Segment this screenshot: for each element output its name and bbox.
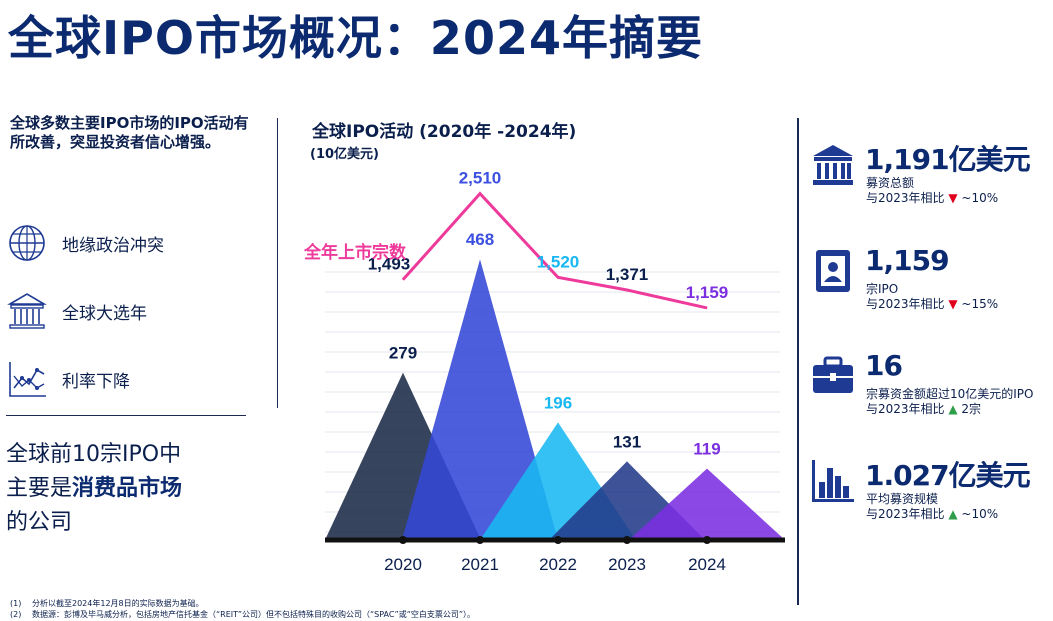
up-arrow-icon: ▲ (948, 402, 958, 416)
x-tick-label-2020: 2020 (384, 555, 422, 574)
kpi-change-prefix: 与2023年相比 (866, 191, 949, 205)
deal-count-point-2022 (557, 276, 559, 278)
bank-icon (813, 145, 853, 185)
factor-elections: 全球大选年 (6, 290, 147, 332)
deal-count-label-2022: 1,520 (537, 252, 580, 271)
bar-chart-icon (812, 460, 854, 502)
x-tick-label-2024: 2024 (688, 555, 726, 574)
x-axis-dot (554, 536, 562, 544)
bottom-line-1: 全球前10宗IPO中 (6, 442, 182, 467)
kpi-large-ipos: 16 宗募资金额超过10亿美元的IPO 与2023年相比 ▲ 2宗 (810, 349, 1053, 421)
factor-label: 利率下降 (62, 371, 130, 392)
kpi-change-value: ~15% (957, 297, 999, 311)
bottom-line-3: 的公司 (6, 510, 73, 535)
consumer-market-note: 全球前10宗IPO中 主要是消费品市场 的公司 (6, 438, 182, 540)
kpi-total-proceeds: 1,191亿美元 募资总额 与2023年相比 ▼ ~10% (810, 138, 1053, 210)
kpi-value: 16 (865, 349, 903, 382)
footnotes: (1) 分析以截至2024年12月8日的实际数据为基础。 (2) 数据源：彭博及毕马… (10, 598, 475, 620)
bottom-line-2-prefix: 主要是 (6, 476, 73, 501)
kpi-label: 平均募资规模 (866, 492, 939, 506)
factor-rates: 利率下降 (6, 358, 130, 400)
chart-unit-label: (10亿美元) (310, 147, 379, 162)
deal-count-line (401, 191, 708, 310)
globe-icon (9, 225, 45, 261)
x-axis-dot (399, 536, 407, 544)
bottom-line-2: 主要是消费品市场 (6, 472, 182, 506)
chart-title: 全球IPO活动 (2020年 -2024年) (312, 122, 577, 142)
kpi-change-value: ~10% (957, 507, 999, 521)
kpi-value: 1.027亿美元 (865, 459, 1031, 492)
kpi-change: 与2023年相比 ▲ ~10% (866, 505, 998, 522)
divider-right (797, 118, 799, 605)
deal-count-label-2021: 2,510 (459, 169, 502, 188)
factor-label: 地缘政治冲突 (62, 235, 164, 256)
proceeds-label-2020: 279 (389, 344, 417, 363)
divider-left (277, 118, 278, 408)
proceeds-triangle-2024 (629, 468, 785, 540)
left-divider (6, 415, 246, 416)
x-tick-label-2022: 2022 (539, 555, 577, 574)
down-arrow-icon: ▼ (948, 191, 958, 205)
factor-label: 全球大选年 (62, 303, 147, 324)
deal-count-point-2024 (706, 307, 708, 309)
factor-geopolitics: 地缘政治冲突 (6, 222, 164, 264)
page-title: 全球IPO市场概况：2024年摘要 (8, 11, 703, 65)
footnote-text: 数据源：彭博及毕马威分析，包括房地产信托基金（“REIT”公司）但不包括特殊目的… (32, 610, 476, 619)
kpi-label: 募资总额 (866, 176, 915, 190)
kpi-label: 宗IPO (866, 282, 899, 296)
kpi-change: 与2023年相比 ▲ 2宗 (866, 400, 981, 417)
x-axis-dot (703, 536, 711, 544)
deal-count-label-2024: 1,159 (686, 283, 729, 302)
deal-count-point-2023 (626, 289, 628, 291)
deal-count-line-label: 全年上市宗数 (303, 242, 407, 262)
rate-chart-icon (9, 362, 46, 397)
ipo-activity-chart: 279 468 196 131 119 2020 2021 2022 2023 2024 1,493… (303, 169, 785, 574)
footnote-number: (2) (10, 610, 22, 619)
kpi-change: 与2023年相比 ▼ ~15% (866, 295, 998, 312)
kpi-average-size: 1.027亿美元 平均募资规模 与2023年相比 ▲ ~10% (810, 454, 1053, 526)
kpi-change-prefix: 与2023年相比 (866, 402, 949, 416)
proceeds-label-2022: 196 (544, 393, 572, 412)
x-tick-label-2021: 2021 (461, 555, 499, 574)
deal-count-label-2023: 1,371 (606, 265, 649, 284)
kpi-change-value: ~10% (957, 191, 999, 205)
kpi-value: 1,159 (865, 244, 950, 277)
kpi-change: 与2023年相比 ▼ ~10% (866, 189, 998, 206)
deal-count-label-2020: 1,493 (368, 255, 411, 274)
footnote-text: 分析以截至2024年12月8日的实际数据为基础。 (32, 599, 204, 608)
kpi-change-value: 2宗 (957, 402, 982, 416)
proceeds-label-2023: 131 (613, 432, 641, 451)
footnote-2: (2) 数据源：彭博及毕马威分析，包括房地产信托基金（“REIT”公司）但不包括特… (10, 609, 475, 620)
briefcase-icon (813, 356, 853, 393)
kpi-change-prefix: 与2023年相比 (866, 297, 949, 311)
x-axis-dot (623, 536, 631, 544)
footnote-number: (1) (10, 599, 22, 608)
up-arrow-icon: ▲ (948, 507, 958, 521)
id-card-icon (816, 250, 850, 292)
x-axis-dot (476, 536, 484, 544)
intro-text: 全球多数主要IPO市场的IPO活动有所改善，突显投资者信心增强。 (10, 114, 249, 151)
kpi-value: 1,191亿美元 (865, 143, 1031, 176)
footnote-1: (1) 分析以截至2024年12月8日的实际数据为基础。 (10, 598, 475, 609)
x-tick-label-2023: 2023 (608, 555, 646, 574)
kpi-ipo-count: 1,159 宗IPO 与2023年相比 ▼ ~15% (810, 244, 1053, 316)
down-arrow-icon: ▼ (948, 297, 958, 311)
proceeds-triangle-2021 (402, 259, 558, 540)
kpi-change-prefix: 与2023年相比 (866, 507, 949, 521)
deal-count-point-2021 (479, 193, 481, 195)
deal-count-point-2020 (402, 279, 404, 281)
proceeds-label-2024: 119 (693, 440, 720, 459)
consumer-market-highlight: 消费品市场 (72, 476, 183, 501)
proceeds-label-2021: 468 (466, 230, 494, 249)
kpi-label: 宗募资金额超过10亿美元的IPO (866, 387, 1034, 401)
parliament-icon (7, 293, 47, 329)
